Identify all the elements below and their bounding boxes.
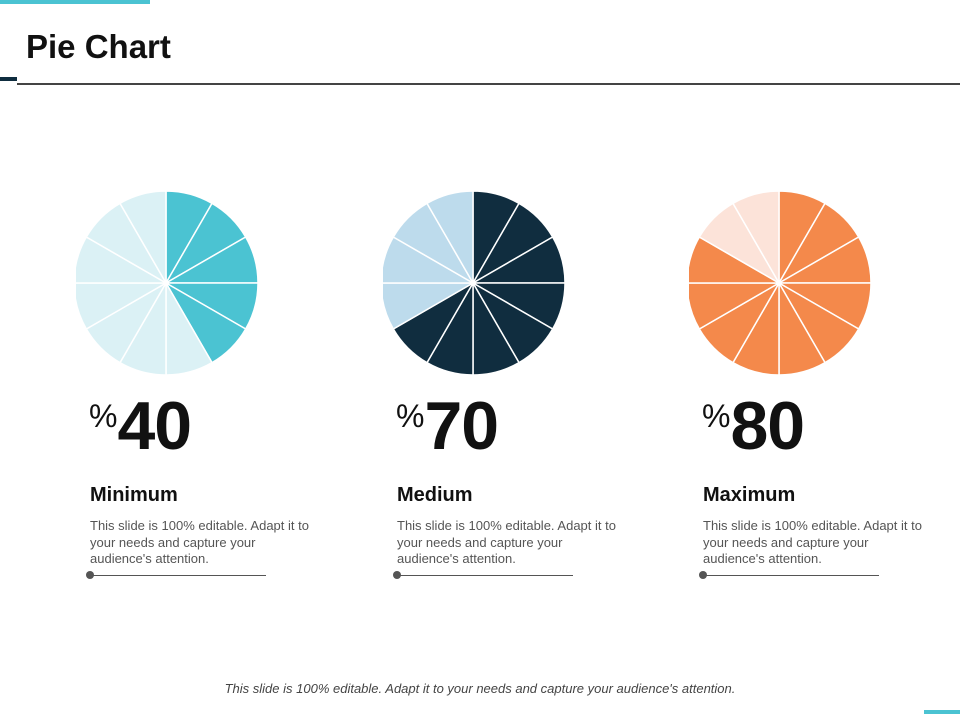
pie-chart-minimum bbox=[76, 190, 259, 376]
chart-maximum: %80 Maximum This slide is 100% editable.… bbox=[689, 0, 929, 600]
pie-segment-empty-12 bbox=[732, 190, 780, 284]
percent-value: 80 bbox=[730, 388, 805, 464]
chart-minimum: %40 Minimum This slide is 100% editable.… bbox=[76, 0, 316, 600]
pie-segment-filled-9 bbox=[689, 282, 780, 330]
pie-chart-medium bbox=[383, 190, 566, 376]
underline-rule bbox=[703, 575, 879, 576]
percent-value: 40 bbox=[117, 388, 192, 464]
chart-label: Maximum bbox=[703, 484, 796, 506]
header-divider bbox=[17, 83, 960, 85]
rule-dot bbox=[699, 571, 707, 579]
value-display: %40 bbox=[89, 392, 192, 460]
percent-sign: % bbox=[702, 398, 731, 434]
pie-segment-empty-9 bbox=[383, 282, 474, 330]
chart-description: This slide is 100% editable. Adapt it to… bbox=[90, 518, 309, 566]
pie-chart-maximum bbox=[689, 190, 872, 376]
chart-medium: %70 Medium This slide is 100% editable. … bbox=[383, 0, 623, 600]
chart-label: Minimum bbox=[90, 484, 178, 506]
footer-note: This slide is 100% editable. Adapt it to… bbox=[224, 681, 736, 696]
rule-dot bbox=[86, 571, 94, 579]
underline-rule bbox=[90, 575, 266, 576]
value-display: %70 bbox=[396, 392, 499, 460]
pie-segment-empty-12 bbox=[426, 190, 474, 284]
bottom-accent-bar bbox=[924, 710, 960, 714]
underline-rule bbox=[397, 575, 573, 576]
page-title: Pie Chart bbox=[26, 28, 171, 65]
percent-sign: % bbox=[89, 398, 118, 434]
pie-segment-empty-9 bbox=[76, 282, 167, 330]
pie-segment-empty-12 bbox=[119, 190, 167, 284]
percent-sign: % bbox=[396, 398, 425, 434]
chart-label: Medium bbox=[397, 484, 473, 506]
percent-value: 70 bbox=[424, 388, 499, 464]
rule-dot bbox=[393, 571, 401, 579]
value-display: %80 bbox=[702, 392, 805, 460]
chart-description: This slide is 100% editable. Adapt it to… bbox=[703, 518, 922, 566]
left-accent-bar bbox=[0, 77, 17, 81]
chart-description: This slide is 100% editable. Adapt it to… bbox=[397, 518, 616, 566]
top-accent-bar bbox=[0, 0, 150, 4]
